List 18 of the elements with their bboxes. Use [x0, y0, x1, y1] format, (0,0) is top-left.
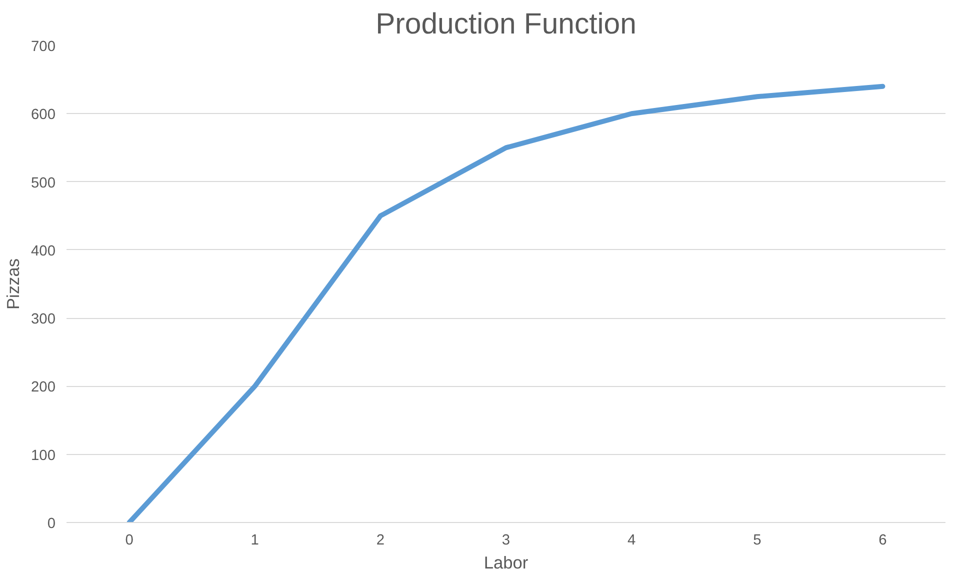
y-axis-title: Pizzas: [3, 258, 24, 310]
y-tick-label: 400: [31, 243, 56, 260]
y-tick-label: 200: [31, 380, 56, 396]
x-tick-label: 3: [502, 532, 510, 548]
x-tick-label: 4: [627, 532, 636, 548]
y-tick-label: 700: [31, 39, 56, 55]
x-axis-title: Labor: [484, 552, 528, 572]
x-tick-label: 2: [376, 532, 385, 548]
y-tick-label: 600: [31, 107, 56, 124]
x-tick-label: 1: [250, 532, 259, 548]
y-tick-label: 300: [31, 312, 56, 328]
x-tick-label: 0: [125, 532, 134, 548]
x-tick-label: 5: [753, 532, 762, 548]
y-tick-label: 500: [31, 175, 56, 192]
y-tick-label: 0: [47, 516, 56, 532]
chart-title: Production Function: [376, 8, 636, 40]
x-tick-label: 6: [878, 532, 887, 548]
y-tick-label: 100: [31, 448, 56, 464]
